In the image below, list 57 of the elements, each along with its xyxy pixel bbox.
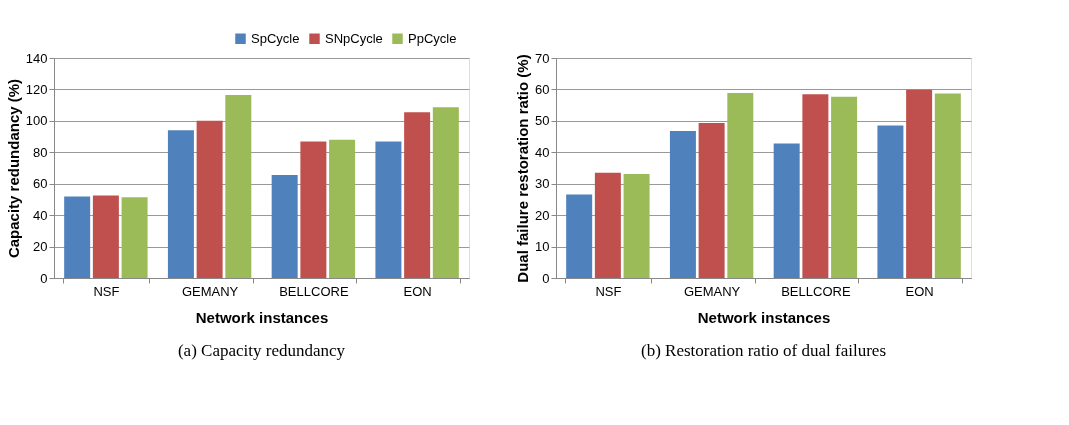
y-tick-label: 120: [25, 81, 48, 97]
x-axis-title: Network instances: [697, 308, 831, 326]
bar: [906, 89, 933, 278]
bar: [92, 195, 119, 278]
bar: [300, 141, 327, 278]
y-tick-label: 40: [535, 144, 550, 160]
y-axis-title: Capacity redundancy (%): [4, 78, 22, 259]
bar: [934, 93, 961, 278]
y-tick-label: 10: [535, 239, 550, 255]
bar: [773, 143, 800, 278]
bar: [594, 172, 621, 278]
bar: [566, 194, 593, 278]
bar: [831, 96, 858, 278]
y-tick-label: 60: [535, 81, 550, 97]
y-tick-label: 20: [535, 207, 550, 223]
bar: [64, 196, 91, 278]
y-tick-label: 80: [33, 144, 48, 160]
y-tick-label: 50: [535, 113, 550, 129]
x-tick-label: BELLCORE: [781, 283, 851, 299]
bar: [329, 139, 356, 278]
x-tick-label: EON: [905, 283, 934, 299]
x-tick-label: GEMANY: [181, 283, 239, 299]
x-tick-label: EON: [403, 283, 432, 299]
y-tick-label: 0: [40, 270, 48, 286]
x-tick-label: BELLCORE: [279, 283, 349, 299]
bar: [877, 125, 904, 278]
y-tick-label: 0: [542, 270, 550, 286]
y-tick-label: 60: [33, 176, 48, 192]
legend-label: PpCycle: [408, 30, 457, 46]
y-tick-label: 70: [535, 50, 550, 66]
bar: [167, 130, 194, 278]
bar: [375, 141, 402, 278]
x-tick-label: NSF: [93, 283, 120, 299]
bar: [225, 95, 252, 278]
bar: [623, 173, 650, 278]
legend-label: SNpCycle: [325, 30, 383, 46]
bar: [432, 107, 459, 278]
bar: [727, 92, 754, 278]
x-tick-label: NSF: [595, 283, 622, 299]
x-axis-title: Network instances: [195, 308, 329, 326]
y-tick-label: 100: [25, 113, 48, 129]
x-tick-label: GEMANY: [683, 283, 741, 299]
bar: [196, 120, 223, 278]
text: (a) Capacity redundancy: [177, 341, 346, 360]
y-tick-label: 20: [33, 239, 48, 255]
y-axis-title: Dual failure restoration ratio (%): [514, 54, 532, 283]
bar: [802, 94, 829, 278]
bar: [669, 130, 696, 278]
bar: [698, 123, 725, 278]
legend-label: SpCycle: [251, 30, 300, 46]
bar: [404, 112, 431, 278]
y-tick-label: 140: [25, 50, 48, 66]
bar: [121, 197, 148, 278]
y-tick-label: 40: [33, 207, 48, 223]
text: (b) Restoration ratio of dual failures: [640, 341, 887, 360]
y-tick-label: 30: [535, 176, 550, 192]
bar: [271, 175, 298, 278]
